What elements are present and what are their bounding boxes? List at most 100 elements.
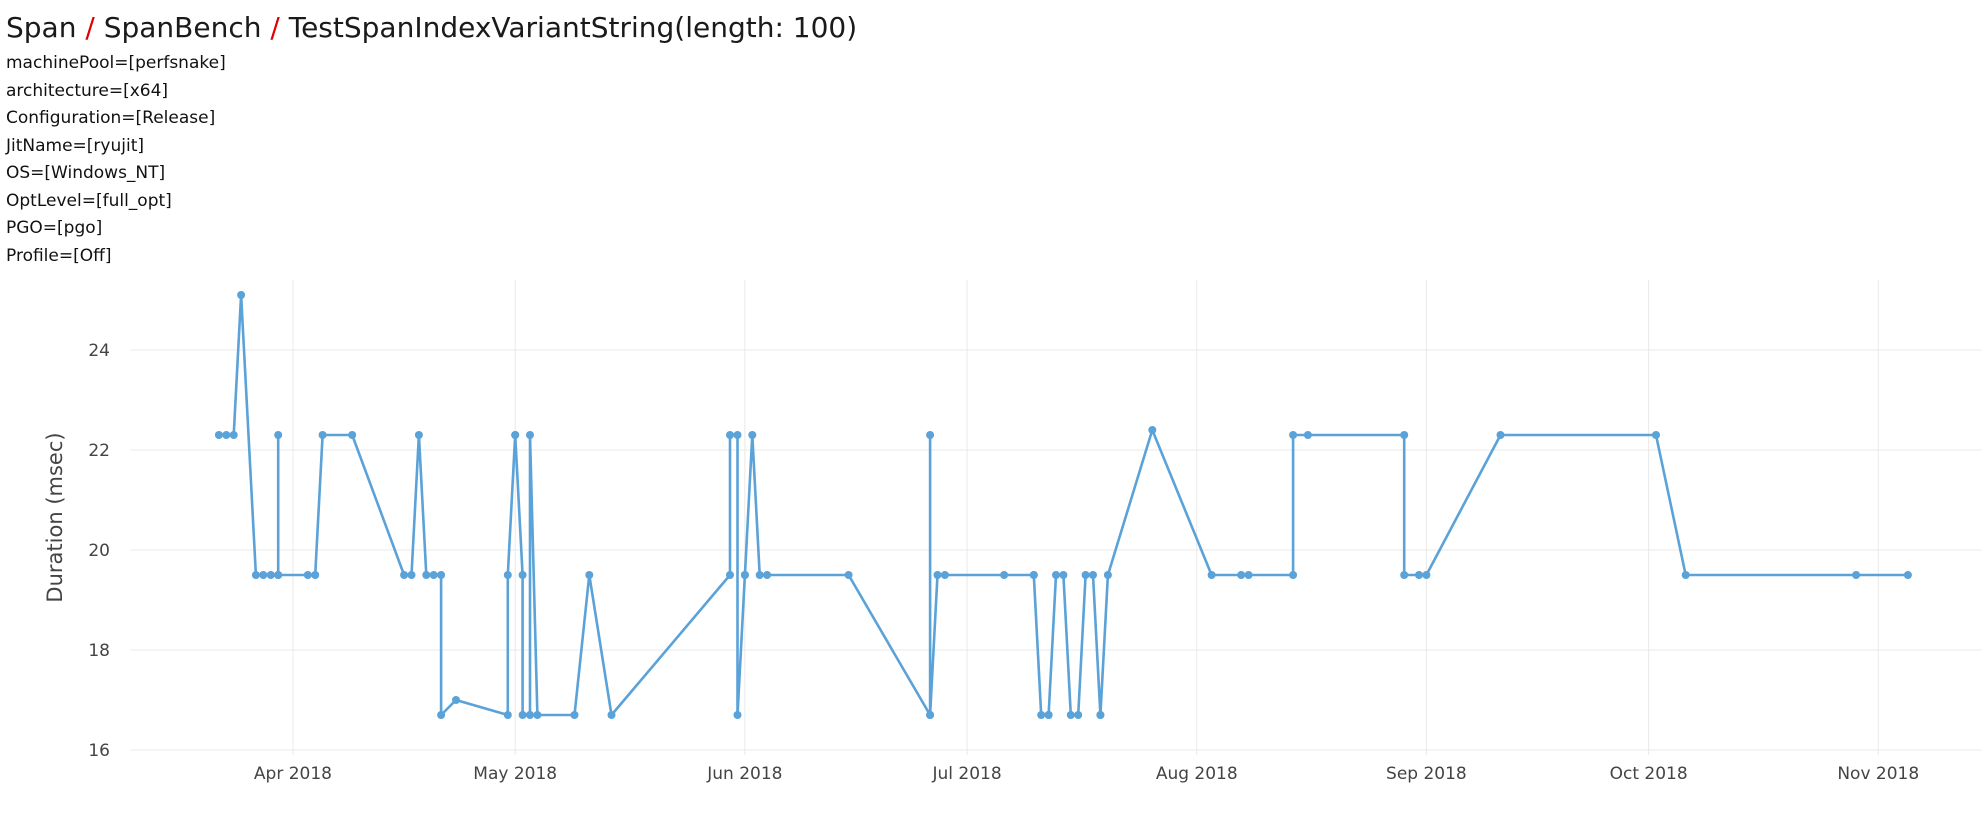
data-point[interactable] [940,571,949,579]
y-tick-label: 24 [88,341,110,361]
data-point[interactable] [733,711,742,719]
data-point[interactable] [1148,426,1157,434]
data-point[interactable] [503,571,512,579]
page-title: TestSpanIndexVariantString(length: 100) [288,11,858,44]
data-point[interactable] [222,431,231,439]
data-point[interactable] [1052,571,1060,579]
x-tick-label: Nov 2018 [1837,764,1919,784]
breadcrumb-item-spanbench[interactable]: SpanBench [103,11,262,44]
data-point[interactable] [755,571,764,579]
data-point[interactable] [740,571,749,579]
data-point[interactable] [748,431,757,439]
data-point[interactable] [1044,711,1053,719]
breadcrumb-separator: / [85,11,95,44]
data-point[interactable] [1096,711,1105,719]
data-point[interactable] [1400,431,1409,439]
data-point[interactable] [1081,571,1090,579]
data-point[interactable] [1289,431,1298,439]
data-point[interactable] [251,571,260,579]
data-point[interactable] [274,431,283,439]
data-point[interactable] [1244,571,1253,579]
data-point[interactable] [585,571,594,579]
data-point[interactable] [311,571,320,579]
data-point[interactable] [1903,571,1912,579]
data-point[interactable] [422,571,431,579]
data-point[interactable] [733,431,742,439]
data-point[interactable] [1037,711,1046,719]
data-point[interactable] [1652,431,1660,439]
data-point[interactable] [1089,571,1097,579]
data-point[interactable] [726,431,734,439]
param-opt-level: OptLevel=[full_opt] [6,190,172,211]
data-point[interactable] [429,571,438,579]
param-architecture: architecture=[x64] [6,80,169,101]
data-point[interactable] [1059,571,1068,579]
data-point[interactable] [533,711,542,719]
data-point[interactable] [511,431,520,439]
x-tick-label: Oct 2018 [1610,764,1688,784]
data-point[interactable] [933,571,942,579]
data-point[interactable] [763,571,772,579]
data-point[interactable] [1681,571,1690,579]
x-tick-label: May 2018 [473,764,557,784]
data-point[interactable] [926,431,935,439]
data-point[interactable] [1237,571,1246,579]
data-point[interactable] [229,431,238,439]
data-point[interactable] [400,571,409,579]
data-point[interactable] [607,711,616,719]
y-tick-label: 16 [88,741,110,761]
param-machine-pool: machinePool=[perfsnake] [6,53,226,73]
data-point[interactable] [526,431,534,439]
data-point[interactable] [348,431,357,439]
data-point[interactable] [1074,711,1083,719]
data-point[interactable] [237,291,246,299]
data-point[interactable] [274,571,283,579]
data-point[interactable] [518,711,527,719]
param-profile: Profile=[Off] [6,245,112,266]
data-point[interactable] [414,431,423,439]
data-point[interactable] [503,711,512,719]
x-tick-label: Jun 2018 [706,764,782,784]
data-point[interactable] [214,431,223,439]
data-point[interactable] [726,571,734,579]
data-point[interactable] [303,571,312,579]
series-line [218,293,1908,717]
param-pgo: PGO=[pgo] [6,218,103,238]
data-point[interactable] [437,571,446,579]
data-point[interactable] [1852,571,1861,579]
data-point[interactable] [518,571,527,579]
data-point[interactable] [1496,431,1505,439]
data-point[interactable] [526,711,534,719]
data-point[interactable] [926,711,935,719]
header: Span / SpanBench / TestSpanIndexVariantS… [6,6,857,270]
x-tick-label: Aug 2018 [1156,764,1238,784]
data-point[interactable] [407,571,416,579]
data-point[interactable] [266,571,275,579]
y-axis-title: Duration (msec) [43,432,67,602]
data-point[interactable] [318,431,327,439]
param-os: OS=[Windows_NT] [6,163,166,183]
data-point[interactable] [259,571,268,579]
data-point[interactable] [844,571,853,579]
y-tick-label: 18 [88,641,110,661]
data-point[interactable] [1303,431,1312,439]
x-tick-label: Sep 2018 [1386,764,1467,784]
data-point[interactable] [1422,571,1431,579]
param-configuration: Configuration=[Release] [6,108,216,128]
data-point[interactable] [437,711,446,719]
data-point[interactable] [452,696,460,704]
data-point[interactable] [1289,571,1298,579]
chart-grid [130,280,1982,755]
data-point[interactable] [1207,571,1216,579]
data-point[interactable] [1029,571,1038,579]
data-point[interactable] [1400,571,1409,579]
data-point[interactable] [570,711,579,719]
data-point[interactable] [1415,571,1423,579]
chart-series[interactable] [214,291,1912,719]
data-point[interactable] [1103,571,1112,579]
data-point[interactable] [1066,711,1075,719]
breadcrumb-item-span[interactable]: Span [6,11,77,44]
chart-axes: Apr 2018 May 2018 Jun 2018 Jul 2018 Aug 2018… [88,341,1919,784]
data-point[interactable] [1000,571,1009,579]
duration-chart[interactable]: Apr 2018 May 2018 Jun 2018 Jul 2018 Aug 2018… [0,270,1982,830]
